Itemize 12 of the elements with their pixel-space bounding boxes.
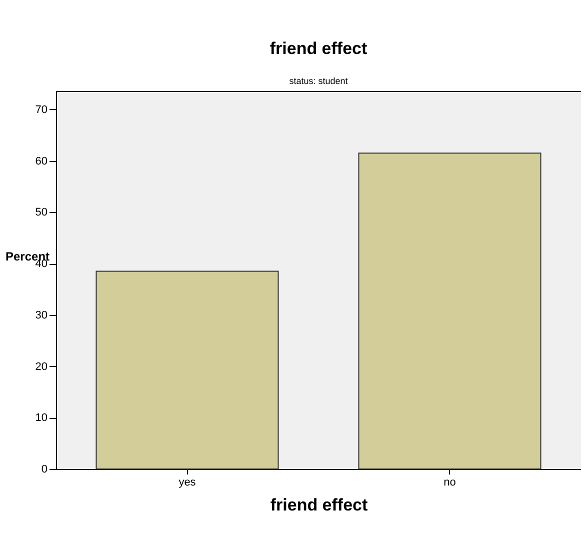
x-tick-label: no — [444, 476, 456, 488]
y-tick-label: 10 — [35, 412, 48, 424]
y-tick-label: 30 — [35, 309, 48, 322]
chart-title: friend effect — [270, 39, 368, 58]
y-tick-label: 70 — [35, 104, 48, 116]
chart-subtitle: status: student — [289, 76, 348, 86]
y-tick-label: 50 — [35, 206, 48, 219]
x-axis-title: friend effect — [270, 496, 368, 514]
x-tick-label: yes — [178, 476, 196, 488]
y-tick-label: 20 — [35, 360, 48, 373]
y-tick-label: 60 — [35, 155, 48, 168]
y-tick-label: 0 — [41, 464, 48, 476]
